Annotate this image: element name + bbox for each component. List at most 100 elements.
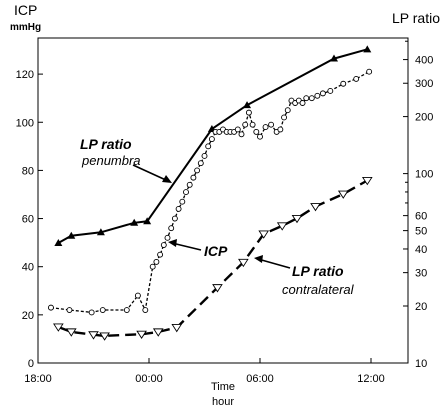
left-tick-label: 80 [22,165,34,177]
data-point-icp [208,136,215,143]
right-tick-label: 300 [415,78,433,90]
annotation-arrowhead-penumbra [162,175,172,183]
data-point-lp-ratio-contralateral [258,230,270,239]
data-point-lp-ratio-penumbra [243,101,252,109]
data-point-icp [168,225,175,232]
data-point-icp [48,304,54,311]
left-tick-label: 120 [16,69,34,81]
annotation-icp: ICP [204,243,228,259]
data-point-icp [245,109,252,116]
left-tick-label: 40 [22,262,34,274]
data-point-icp [277,126,284,133]
x-axis-unit: hour [212,396,234,408]
data-point-icp [268,121,275,128]
data-point-icp [319,90,326,97]
axis-ticks: 0 20 40 60 80 100 120 10 20 30 40 50 60 100 200 300 400 1… [16,40,433,385]
data-point-lp-ratio-contralateral [361,177,373,186]
data-point-icp [327,88,334,94]
data-point-icp [160,242,167,248]
annotation-arrow-penumbra [132,164,169,182]
data-point-icp [171,215,178,222]
data-point-lp-ratio-penumbra [96,228,105,236]
annotation-contralateral-line1: LP ratio [292,263,344,279]
data-point-icp [353,75,360,82]
right-tick-label: 10 [415,358,427,370]
annotation-penumbra-line1: LP ratio [80,136,132,152]
annotation-arrowhead-icp [168,239,177,247]
data-point-icp [179,198,186,205]
annotation-arrowhead-contralateral [254,255,263,263]
data-point-lp-ratio-contralateral [53,323,64,332]
data-point-icp [242,121,249,128]
data-point-lp-ratio-contralateral [276,222,288,231]
data-point-icp [299,100,306,106]
data-point-lp-ratio-contralateral [152,328,164,337]
data-point-icp [88,309,95,316]
data-point-lp-ratio-penumbra [330,54,338,62]
data-point-icp [194,167,201,174]
data-point-lp-ratio-contralateral [136,330,147,339]
data-point-icp [175,205,182,212]
data-point-lp-ratio-contralateral [291,214,303,224]
left-tick-label: 20 [22,310,34,322]
data-point-lp-ratio-penumbra [143,217,152,225]
data-point-lp-ratio-contralateral [238,258,249,268]
data-point-icp [253,128,260,135]
data-point-icp [157,251,164,258]
data-point-lp-ratio-penumbra [130,218,139,226]
right-tick-label: 400 [415,55,433,67]
data-point-lp-ratio-contralateral [310,203,321,212]
data-point-icp [197,160,204,167]
right-tick-label: 30 [415,268,427,280]
right-tick-label: 100 [415,169,433,181]
x-tick-label: 18:00 [24,373,52,385]
data-point-icp [314,92,321,99]
data-point-icp [190,174,197,181]
data-point-icp [142,307,149,313]
data-point-icp [366,68,373,75]
left-tick-label: 0 [28,358,34,370]
data-point-icp [186,181,193,188]
x-tick-label: 00:00 [135,373,163,385]
data-point-icp [164,234,171,241]
data-point-icp [123,307,130,313]
data-point-lp-ratio-contralateral [212,284,223,293]
annotation-penumbra-line2: penumbra [81,153,141,168]
data-point-icp [205,143,212,150]
data-point-lp-ratio-penumbra [54,239,63,247]
left-tick-label: 60 [22,214,34,226]
data-point-lp-ratio-contralateral [171,324,183,333]
data-point-lp-ratio-contralateral [88,331,99,340]
series-layer [48,45,373,341]
right-tick-label: 60 [415,211,427,223]
data-point-icp [149,263,156,270]
annotation-arrow-icp [171,242,202,251]
right-tick-label: 20 [415,301,427,313]
data-point-icp [234,126,241,133]
data-point-lp-ratio-penumbra [363,45,372,53]
data-point-icp [66,307,73,313]
annotation-contralateral-line2: contralateral [282,282,355,297]
right-tick-label: 200 [415,112,433,124]
data-point-lp-ratio-contralateral [99,332,110,341]
data-point-lp-ratio-contralateral [337,190,349,199]
data-point-icp [99,307,106,313]
data-point-icp [153,258,160,265]
left-axis-title: ICP [14,2,37,18]
x-axis-title: Time [211,381,235,393]
plot-frame [37,37,409,364]
data-point-icp [257,133,263,140]
data-point-icp [281,114,287,121]
right-axis-title: LP ratio [392,10,440,26]
data-point-icp [262,124,269,131]
data-point-lp-ratio-contralateral [65,328,77,337]
data-point-icp [238,131,245,138]
data-point-icp [201,153,208,159]
data-point-icp [183,189,189,196]
annotation-arrow-contralateral [257,258,291,269]
left-tick-label: 100 [16,117,34,129]
data-point-icp [284,107,291,114]
data-point-icp [303,95,310,102]
data-point-icp [249,121,256,128]
